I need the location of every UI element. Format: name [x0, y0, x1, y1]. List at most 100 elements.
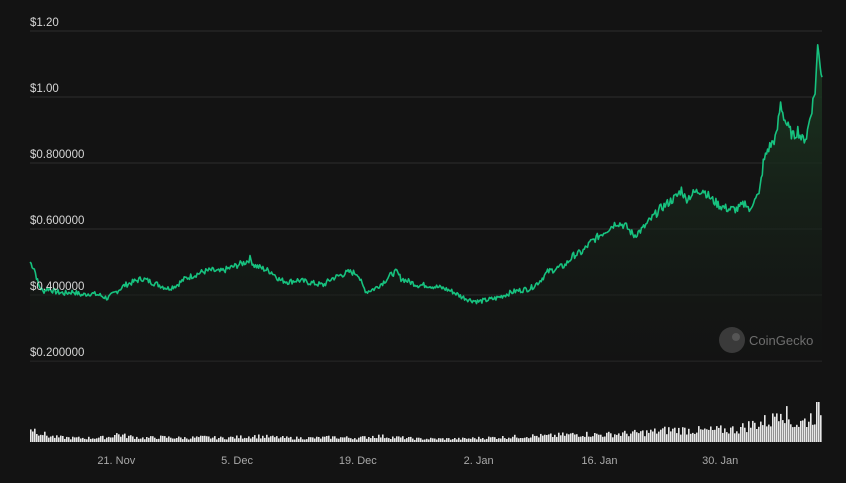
volume-bar: [142, 437, 144, 442]
volume-bar: [652, 431, 654, 442]
volume-bar: [440, 438, 442, 442]
volume-bar: [720, 425, 722, 442]
volume-bar: [428, 439, 430, 442]
volume-bar: [76, 437, 78, 442]
volume-bar: [772, 413, 774, 442]
volume-bar: [578, 436, 580, 442]
volume-bar: [560, 435, 562, 442]
volume-bar: [342, 437, 344, 442]
volume-bar: [418, 437, 420, 442]
volume-bar: [314, 438, 316, 442]
volume-bar: [806, 427, 808, 442]
volume-bar: [576, 434, 578, 442]
volume-bar: [312, 437, 314, 442]
volume-bar: [146, 437, 148, 442]
volume-bar: [708, 429, 710, 442]
volume-bar: [750, 427, 752, 442]
volume-bar: [660, 429, 662, 442]
volume-bar: [552, 437, 554, 442]
volume-bar: [306, 439, 308, 442]
volume-bar: [488, 436, 490, 442]
volume-bar: [730, 427, 732, 442]
volume-bar: [270, 436, 272, 442]
volume-bar: [550, 433, 552, 442]
volume-bar: [94, 438, 96, 442]
volume-bar: [298, 438, 300, 442]
volume-bar: [276, 436, 278, 442]
volume-bar: [430, 437, 432, 442]
volume-bar: [272, 435, 274, 442]
volume-bar: [52, 435, 54, 442]
volume-bar: [690, 433, 692, 442]
volume-bar: [444, 439, 446, 442]
volume-bar: [618, 433, 620, 442]
volume-bar: [214, 436, 216, 442]
coingecko-logo-eye: [732, 333, 740, 341]
volume-bar: [154, 437, 156, 442]
volume-bar: [654, 428, 656, 442]
volume-bar: [122, 434, 124, 442]
volume-bar: [200, 435, 202, 442]
volume-bar: [360, 436, 362, 442]
volume-bar: [388, 438, 390, 442]
volume-bar: [484, 439, 486, 442]
volume-bar: [648, 432, 650, 442]
volume-bar: [386, 437, 388, 442]
volume-bar: [754, 422, 756, 442]
volume-bar: [674, 427, 676, 442]
volume-bar: [196, 436, 198, 442]
volume-bar: [212, 437, 214, 442]
volume-bar: [336, 438, 338, 442]
volume-bar: [592, 436, 594, 442]
volume-bar: [760, 421, 762, 442]
volume-bar: [242, 438, 244, 442]
y-tick-label: $0.200000: [30, 347, 84, 359]
volume-bar: [646, 430, 648, 442]
volume-bar: [800, 420, 802, 442]
volume-bar: [210, 438, 212, 442]
price-line[interactable]: [29, 44, 823, 305]
volume-bar: [820, 415, 822, 442]
volume-bar: [792, 427, 794, 442]
volume-bar: [364, 436, 366, 442]
volume-bar: [808, 421, 810, 442]
volume-bar: [126, 438, 128, 442]
volume-bar: [746, 432, 748, 442]
volume-bar: [78, 436, 80, 442]
volume-bar: [286, 436, 288, 442]
x-tick-label: 16. Jan: [581, 455, 617, 467]
volume-bar: [310, 437, 312, 442]
volume-bar: [84, 438, 86, 442]
volume-bar: [790, 424, 792, 442]
volume-bar: [482, 438, 484, 442]
volume-bar: [672, 428, 674, 442]
volume-bar: [384, 438, 386, 442]
volume-bar: [604, 436, 606, 442]
volume-bar: [456, 439, 458, 442]
volume-bar: [606, 432, 608, 442]
volume-bar: [610, 433, 612, 442]
volume-bar: [740, 427, 742, 442]
volume-bar: [634, 429, 636, 442]
volume-bar: [106, 437, 108, 442]
x-tick-label: 21. Nov: [97, 455, 135, 467]
volume-bar: [450, 439, 452, 442]
volume-bar: [278, 438, 280, 442]
volume-bar: [538, 437, 540, 442]
volume-bar: [304, 439, 306, 442]
volume-bar: [70, 439, 72, 442]
volume-bar: [544, 434, 546, 442]
volume-bar: [532, 434, 534, 442]
volume-bar: [66, 436, 68, 442]
volume-bar: [732, 426, 734, 442]
volume-bar: [688, 428, 690, 442]
y-tick-label: $0.600000: [30, 215, 84, 227]
volume-bar: [368, 437, 370, 442]
volume-bar: [814, 424, 816, 442]
volume-bar: [162, 435, 164, 442]
volume-bar: [722, 432, 724, 442]
volume-bar: [34, 428, 36, 442]
volume-bar: [114, 435, 116, 442]
volume-bar: [318, 437, 320, 442]
